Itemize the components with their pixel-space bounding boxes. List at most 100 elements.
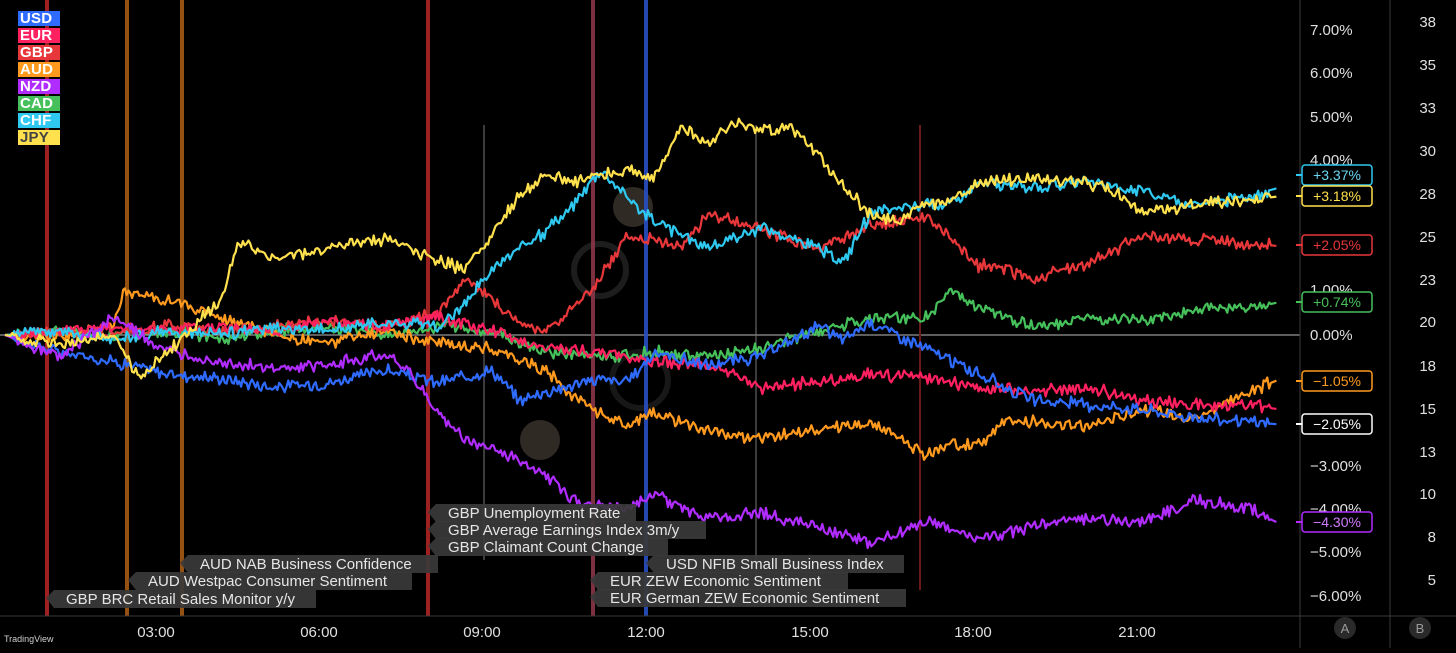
y-tick-right-6: 23 xyxy=(1419,272,1436,289)
end-label-text-gbp: +2.05% xyxy=(1313,237,1361,253)
y-tick-right-1: 35 xyxy=(1419,57,1436,74)
series-line-jpy xyxy=(4,117,1277,380)
end-label-aud: −1.05% xyxy=(1296,370,1373,392)
legend-item-cad[interactable]: CAD xyxy=(18,96,60,111)
end-label-text-usd: −2.05% xyxy=(1313,416,1361,432)
legend-item-eur[interactable]: EUR xyxy=(18,28,60,43)
legend-item-nzd[interactable]: NZD xyxy=(18,79,60,94)
end-label-jpy: +3.18% xyxy=(1296,185,1373,207)
end-label-text-nzd: −4.30% xyxy=(1313,514,1361,530)
series-line-eur xyxy=(4,309,1277,414)
y-tick-right-11: 10 xyxy=(1419,486,1436,503)
y-tick-left-2: 5.00% xyxy=(1310,109,1353,126)
event-tag-4: GBP Average Earnings Index 3m/y xyxy=(428,521,706,539)
event-tag-label-5: GBP Claimant Count Change xyxy=(448,539,644,556)
event-tag-label-4: GBP Average Earnings Index 3m/y xyxy=(448,522,680,539)
event-tag-label-7: EUR German ZEW Economic Sentiment xyxy=(610,590,880,607)
legend-item-usd[interactable]: USD xyxy=(18,11,60,26)
y-tick-right-5: 25 xyxy=(1419,229,1436,246)
event-tag-3: GBP Unemployment Rate xyxy=(428,504,636,522)
axis-button-b-bg xyxy=(1409,617,1431,639)
legend-item-chf[interactable]: CHF xyxy=(18,113,60,128)
x-tick-0: 03:00 xyxy=(137,624,175,641)
series-line-nzd xyxy=(4,314,1277,550)
x-tick-6: 21:00 xyxy=(1118,624,1156,641)
y-tick-right-3: 30 xyxy=(1419,143,1436,160)
y-tick-right-4: 28 xyxy=(1419,186,1436,203)
end-label-chf: +3.37% xyxy=(1296,164,1373,186)
series-line-aud xyxy=(5,287,1277,461)
axis-button-b[interactable]: B xyxy=(1409,617,1431,639)
y-tick-right-2: 33 xyxy=(1419,100,1436,117)
event-tag-bg-0 xyxy=(46,590,316,608)
axis-button-b-label: B xyxy=(1416,621,1425,636)
watermark-logo xyxy=(520,187,671,460)
series-line-usd xyxy=(4,318,1277,428)
axis-button-a-bg xyxy=(1334,617,1356,639)
x-tick-2: 09:00 xyxy=(463,624,501,641)
event-tag-label-1: AUD Westpac Consumer Sentiment xyxy=(148,573,388,590)
event-tag-label-2: AUD NAB Business Confidence xyxy=(200,556,412,573)
y-tick-left-9: −6.00% xyxy=(1310,588,1361,605)
y-tick-left-8: −5.00% xyxy=(1310,544,1361,561)
y-tick-right-12: 8 xyxy=(1428,529,1436,546)
x-tick-1: 06:00 xyxy=(300,624,338,641)
legend-item-jpy[interactable]: JPY xyxy=(18,130,60,145)
y-tick-right-0: 38 xyxy=(1419,14,1436,31)
axis-panel xyxy=(1300,0,1456,648)
end-label-text-aud: −1.05% xyxy=(1313,373,1361,389)
end-label-text-cad: +0.74% xyxy=(1313,294,1361,310)
x-tick-3: 12:00 xyxy=(627,624,665,641)
legend-item-gbp[interactable]: GBP xyxy=(18,45,60,60)
y-tick-left-5: 0.00% xyxy=(1310,327,1353,344)
axis-button-a-label: A xyxy=(1341,621,1350,636)
end-label-gbp: +2.05% xyxy=(1296,234,1373,256)
x-tick-5: 18:00 xyxy=(954,624,992,641)
y-tick-left-6: −3.00% xyxy=(1310,458,1361,475)
event-tag-8: USD NFIB Small Business Index xyxy=(646,555,904,573)
event-tag-bg-4 xyxy=(428,521,706,539)
event-tag-bg-6 xyxy=(590,572,848,590)
event-tag-5: GBP Claimant Count Change xyxy=(428,538,668,556)
event-tag-bg-1 xyxy=(128,572,412,590)
event-tag-6: EUR ZEW Economic Sentiment xyxy=(590,572,848,590)
x-tick-4: 15:00 xyxy=(791,624,829,641)
legend-item-aud[interactable]: AUD xyxy=(18,62,60,77)
event-tag-label-6: EUR ZEW Economic Sentiment xyxy=(610,573,822,590)
y-tick-right-7: 20 xyxy=(1419,314,1436,331)
y-tick-right-9: 15 xyxy=(1419,401,1436,418)
y-tick-right-10: 13 xyxy=(1419,444,1436,461)
y-tick-right-13: 5 xyxy=(1428,572,1436,589)
crosshair-lines xyxy=(0,125,1300,590)
end-label-text-chf: +3.37% xyxy=(1313,167,1361,183)
series-end-labels: −2.05% +2.05% −1.05% −4.30% +0.74% +3.37% +3.1… xyxy=(1296,164,1373,533)
end-label-usd: −2.05% xyxy=(1296,413,1373,435)
axis-button-a[interactable]: A xyxy=(1334,617,1356,639)
y-tick-left-0: 7.00% xyxy=(1310,22,1353,39)
end-label-nzd: −4.30% xyxy=(1296,511,1373,533)
y-tick-right-8: 18 xyxy=(1419,358,1436,375)
event-tag-bg-3 xyxy=(428,504,636,522)
event-tag-bg-8 xyxy=(646,555,904,573)
series-lines xyxy=(4,117,1277,550)
event-tag-1: AUD Westpac Consumer Sentiment xyxy=(128,572,412,590)
event-tag-label-8: USD NFIB Small Business Index xyxy=(666,556,884,573)
y-tick-left-1: 6.00% xyxy=(1310,65,1353,82)
event-tag-2: AUD NAB Business Confidence xyxy=(180,555,438,573)
series-line-chf xyxy=(4,170,1277,345)
event-tag-label-0: GBP BRC Retail Sales Monitor y/y xyxy=(66,591,295,608)
event-tag-bg-2 xyxy=(180,555,438,573)
end-label-text-jpy: +3.18% xyxy=(1313,188,1361,204)
event-tag-7: EUR German ZEW Economic Sentiment xyxy=(590,589,906,607)
end-label-cad: +0.74% xyxy=(1296,291,1373,313)
tradingview-brand: TradingView xyxy=(4,634,54,644)
event-tag-label-3: GBP Unemployment Rate xyxy=(448,505,620,522)
event-tag-bg-7 xyxy=(590,589,906,607)
event-tag-bg-5 xyxy=(428,538,668,556)
event-tag-0: GBP BRC Retail Sales Monitor y/y xyxy=(46,590,316,608)
currency-legend: USD EUR GBP AUD NZD CAD CHF JPY xyxy=(18,11,60,145)
